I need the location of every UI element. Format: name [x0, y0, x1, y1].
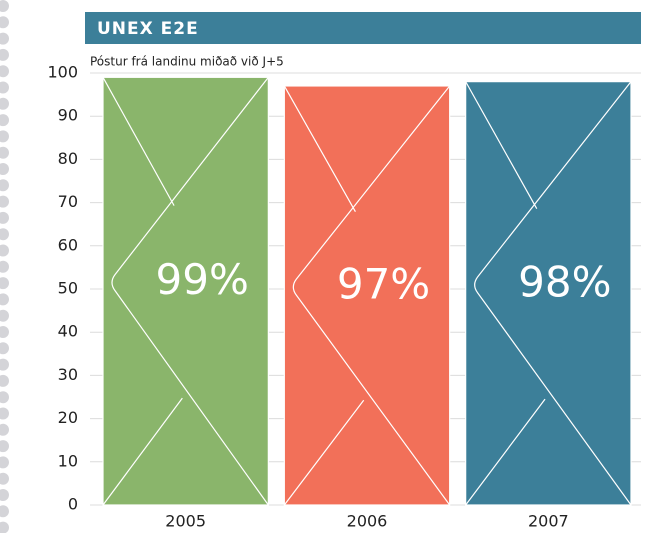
binding-ring	[0, 423, 9, 436]
envelope-line	[292, 85, 451, 506]
binding-ring	[0, 195, 9, 208]
value-label: 97%	[337, 260, 430, 309]
binding-ring	[0, 472, 9, 485]
binding-ring	[0, 228, 9, 241]
binding-ring	[0, 407, 9, 420]
binding-ring	[0, 374, 9, 387]
binding-ring	[0, 65, 9, 78]
y-tick-label: 40	[58, 322, 78, 341]
chart-subtitle: Póstur frá landinu miðað við J+5	[90, 55, 284, 69]
y-tick-label: 20	[58, 408, 78, 427]
y-tick-label: 60	[58, 235, 78, 254]
y-tick-label: 80	[58, 149, 78, 168]
y-tick-label: 30	[58, 365, 78, 384]
binding-ring	[0, 440, 9, 453]
value-label: 99%	[156, 255, 249, 304]
binding-ring	[0, 179, 9, 192]
envelope-line	[102, 77, 183, 506]
binding-ring	[0, 358, 9, 371]
binding-ring	[0, 114, 9, 127]
binding-ring	[0, 163, 9, 175]
y-tick-label: 10	[58, 451, 78, 470]
binding-ring	[0, 293, 9, 306]
binding-ring	[0, 342, 9, 355]
bar-outline	[465, 81, 632, 506]
y-tick-label: 0	[68, 495, 78, 514]
binding-ring	[0, 48, 9, 61]
bar	[103, 77, 269, 505]
binding-ring	[0, 130, 9, 143]
binding-ring	[0, 505, 9, 518]
y-tick-label: 90	[58, 106, 78, 125]
binding-ring	[0, 521, 9, 533]
x-tick-label: 2007	[528, 512, 569, 531]
chart-title: UNEX E2E	[97, 19, 199, 39]
binding-ring	[0, 81, 9, 94]
y-tick-label: 70	[58, 192, 78, 211]
y-tick-label: 50	[58, 279, 78, 298]
envelope-line	[283, 85, 365, 506]
binding-ring	[0, 326, 9, 338]
binding-ring	[0, 32, 9, 45]
binding-ring	[0, 309, 9, 322]
binding-ring	[0, 244, 9, 257]
binding-ring	[0, 456, 9, 469]
bar	[465, 81, 631, 505]
title-bar	[85, 12, 641, 44]
envelope-line	[474, 81, 632, 506]
x-tick-label: 2006	[347, 512, 388, 531]
binding-ring	[0, 211, 9, 224]
binding-ring	[0, 0, 9, 12]
binding-ring	[0, 16, 9, 29]
bar-outline	[102, 76, 269, 506]
y-tick-label: 100	[47, 63, 78, 82]
binding-ring	[0, 97, 9, 110]
binding-ring	[0, 146, 9, 159]
binding-ring	[0, 391, 9, 404]
bar	[284, 85, 450, 506]
envelope-line	[111, 76, 269, 506]
x-tick-label: 2005	[165, 512, 206, 531]
bar-outline	[283, 85, 451, 506]
binding-ring	[0, 260, 9, 273]
binding-ring	[0, 277, 9, 290]
binding-ring	[0, 489, 9, 501]
value-label: 98%	[518, 257, 611, 306]
envelope-line	[465, 81, 546, 506]
